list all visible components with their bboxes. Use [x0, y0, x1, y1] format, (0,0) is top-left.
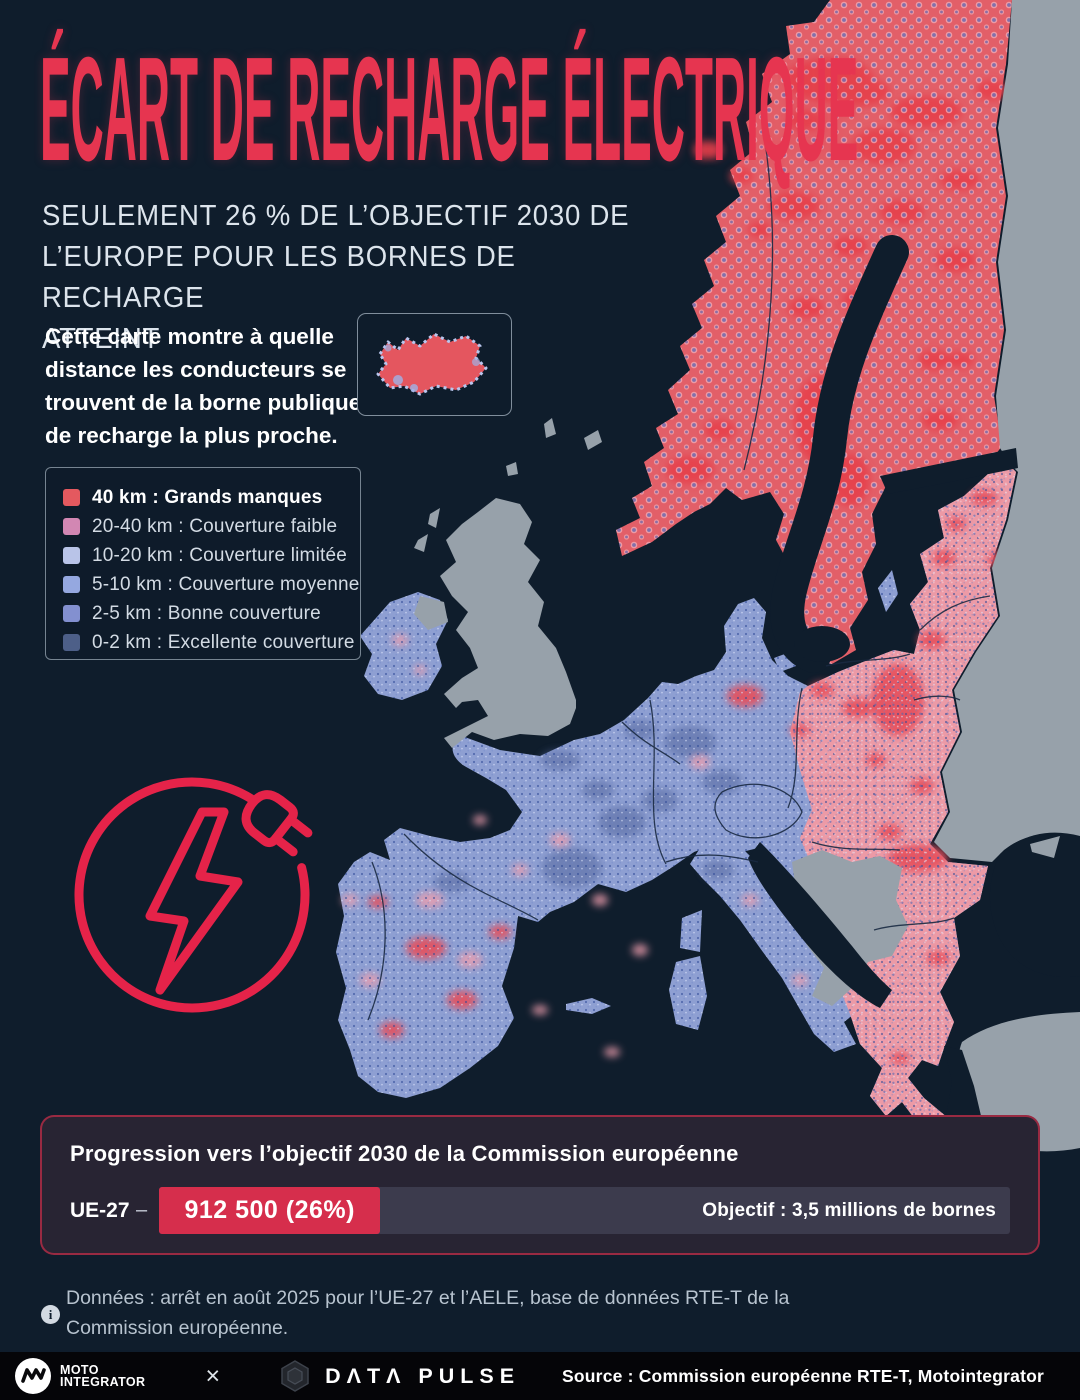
collab-x-separator: ×	[205, 1361, 221, 1390]
legend-item: 10-20 km : Couverture limitée	[63, 541, 360, 570]
map-crimea	[1030, 836, 1060, 858]
data-note: Données : arrêt en août 2025 pour l’UE-2…	[66, 1287, 790, 1339]
legend-label: 2-5 km : Bonne couverture	[92, 602, 321, 624]
charging-plug-icon	[241, 790, 313, 857]
legend-swatch	[63, 634, 80, 651]
legend-item: 20-40 km : Couverture faible	[63, 512, 360, 541]
datapulse-icon	[281, 1360, 309, 1392]
map-gray-countries	[414, 0, 1080, 1152]
lightning-bolt-icon	[145, 807, 243, 995]
legend-item: 2-5 km : Bonne couverture	[63, 599, 360, 628]
source-credit: Source : Commission européenne RTE-T, Mo…	[562, 1365, 1044, 1386]
footer-bar: MOTO INTEGRATOR × DΛTΛ PULSE Source : Co…	[0, 1352, 1080, 1400]
datapulse-wordmark: DΛTΛ PULSE	[325, 1363, 521, 1388]
legend-swatch	[63, 547, 80, 564]
motointegrator-line1: MOTO	[60, 1362, 99, 1377]
motointegrator-icon	[15, 1358, 51, 1394]
datapulse-logo: DΛTΛ PULSE	[278, 1359, 520, 1393]
motointegrator-line2: INTEGRATOR	[60, 1375, 146, 1389]
legend-item: 0-2 km : Excellente couverture	[63, 628, 360, 657]
legend-swatch	[63, 576, 80, 593]
iceland-shape	[376, 332, 488, 396]
progress-bar-fill: 912 500 (26%)	[159, 1187, 381, 1234]
legend-swatch	[63, 518, 80, 535]
progress-bar: 912 500 (26%) Objectif : 3,5 millions de…	[159, 1187, 1010, 1234]
motointegrator-logo: MOTO INTEGRATOR	[14, 1357, 145, 1395]
info-icon: i	[41, 1305, 60, 1324]
motointegrator-wordmark: MOTO INTEGRATOR	[60, 1362, 146, 1389]
legend-item: 5-10 km : Couverture moyenne	[63, 570, 360, 599]
legend-label: 20-40 km : Couverture faible	[92, 515, 338, 537]
legend-label: 40 km : Grands manques	[92, 486, 323, 508]
circle-outline	[74, 777, 310, 1013]
map-description: Cette carte montre à quelle distance les…	[45, 324, 362, 448]
progress-row-label: UE-27	[70, 1198, 130, 1222]
legend-swatch	[63, 605, 80, 622]
legend-label: 0-2 km : Excellente couverture	[92, 631, 355, 653]
legend-label: 5-10 km : Couverture moyenne	[92, 573, 360, 595]
legend-item: 40 km : Grands manques	[63, 483, 360, 512]
progress-row-dash: –	[136, 1199, 148, 1221]
ev-charging-icon	[74, 777, 313, 1013]
page-title: ÉCART DE RECHARGE ÉLECTRIQUE	[40, 27, 859, 192]
map-sea	[748, 235, 1080, 1134]
subtitle: SEULEMENT 26 % DE L’OBJECTIF 2030 DE L’E…	[42, 200, 630, 355]
progress-objective: Objectif : 3,5 millions de bornes	[702, 1199, 996, 1221]
legend-swatch	[63, 489, 80, 506]
legend-label: 10-20 km : Couverture limitée	[92, 544, 348, 566]
progress-panel: Progression vers l’objectif 2030 de la C…	[40, 1115, 1040, 1255]
iceland-inset-map	[357, 313, 512, 416]
map-borders	[367, 121, 991, 1021]
progress-row: UE-27 – 912 500 (26%) Objectif : 3,5 mil…	[70, 1187, 1010, 1234]
legend: 40 km : Grands manques 20-40 km : Couver…	[45, 467, 361, 660]
progress-title: Progression vers l’objectif 2030 de la C…	[70, 1141, 739, 1166]
